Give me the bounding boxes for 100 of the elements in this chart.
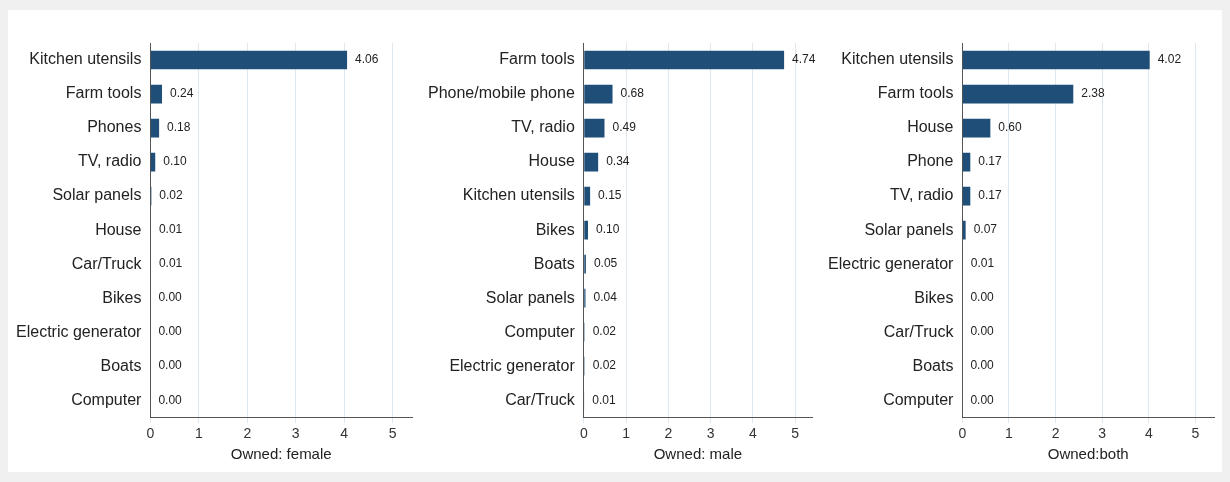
y-tick-label: Solar panels	[864, 220, 954, 238]
y-tick-label: TV, radio	[889, 186, 954, 204]
x-tick-label: 4	[340, 425, 349, 442]
data-label: 0.02	[159, 188, 184, 203]
data-label: 0.17	[978, 154, 1002, 169]
data-label: 0.01	[970, 256, 995, 271]
bar	[584, 220, 589, 240]
x-tick-label: 0	[146, 425, 155, 442]
x-tick-label: 1	[1005, 425, 1014, 442]
y-tick-label: Car/Truck	[883, 322, 955, 340]
bar	[150, 50, 348, 70]
x-tick-label: 0	[958, 425, 967, 442]
bar	[584, 118, 605, 138]
data-label: 0.00	[970, 290, 995, 305]
y-tick-label: Phone	[907, 152, 954, 170]
x-tick-label: 0	[579, 425, 588, 442]
x-tick-label: 3	[706, 425, 715, 442]
y-tick-label: TV, radio	[511, 118, 575, 136]
x-axis-title: Owned:both	[1047, 445, 1129, 463]
x-tick-label: 5	[388, 425, 397, 442]
y-tick-label: Kitchen utensils	[841, 50, 954, 68]
data-label: 0.02	[592, 358, 617, 373]
y-tick-label: Bikes	[102, 288, 142, 306]
data-label: 0.49	[612, 120, 637, 135]
y-tick-label: Electric generator	[828, 254, 955, 272]
x-tick-label: 4	[748, 425, 757, 442]
data-label: 0.00	[970, 324, 995, 339]
data-label: 0.01	[592, 392, 616, 407]
y-tick-label: Kitchen utensils	[462, 186, 575, 204]
data-label: 0.18	[167, 120, 191, 135]
y-tick-label: Solar panels	[52, 186, 142, 204]
data-label: 0.00	[970, 392, 995, 407]
data-label: 0.00	[158, 290, 183, 305]
bar	[584, 84, 613, 104]
x-tick-label: 3	[1098, 425, 1107, 442]
bar	[962, 50, 1150, 70]
y-tick-label: House	[95, 220, 142, 238]
y-tick-label: Computer	[71, 390, 143, 408]
y-tick-label: Farm tools	[877, 84, 954, 102]
y-tick-label: Farm tools	[499, 50, 575, 68]
y-tick-label: Boats	[533, 254, 575, 272]
x-axis-title: Owned: female	[230, 445, 332, 463]
bar	[150, 84, 163, 104]
x-axis-title: Owned: male	[653, 445, 743, 463]
x-tick-label: 5	[1191, 425, 1200, 442]
y-tick-label: Computer	[883, 390, 955, 408]
data-label: 0.60	[998, 120, 1023, 135]
y-tick-label: Car/Truck	[71, 254, 143, 272]
x-tick-label: 2	[243, 425, 252, 442]
bar	[962, 186, 971, 206]
bar	[962, 152, 971, 172]
y-tick-label: Phones	[87, 118, 142, 136]
data-label: 2.38	[1081, 86, 1105, 101]
data-label: 4.06	[355, 52, 379, 67]
x-tick-label: 1	[194, 425, 203, 442]
x-tick-label: 4	[1144, 425, 1153, 442]
data-label: 0.10	[163, 154, 187, 169]
data-label: 0.00	[970, 358, 995, 373]
y-tick-label: Computer	[504, 322, 576, 340]
x-tick-label: 1	[622, 425, 631, 442]
y-tick-label: Electric generator	[449, 356, 576, 374]
y-tick-label: Bikes	[535, 220, 575, 238]
y-tick-label: Electric generator	[16, 322, 143, 340]
data-label: 0.07	[973, 222, 998, 237]
bar	[150, 118, 160, 138]
data-label: 0.00	[158, 392, 183, 407]
bar	[584, 50, 785, 70]
data-label: 0.24	[170, 86, 194, 101]
x-tick-label: 3	[291, 425, 300, 442]
data-label: 0.01	[158, 222, 183, 237]
bar	[962, 220, 966, 240]
y-tick-label: Boats	[100, 356, 142, 374]
y-tick-label: Phone/mobile phone	[428, 84, 575, 102]
y-tick-label: Kitchen utensils	[29, 50, 142, 68]
y-tick-label: Farm tools	[65, 84, 142, 102]
data-label: 0.34	[606, 154, 630, 169]
data-label: 0.05	[593, 256, 618, 271]
y-tick-label: TV, radio	[77, 152, 142, 170]
y-tick-label: Solar panels	[485, 288, 575, 306]
data-label: 0.68	[620, 86, 645, 101]
y-tick-label: House	[528, 152, 575, 170]
y-tick-label: Car/Truck	[505, 390, 576, 408]
data-label: 0.00	[158, 324, 183, 339]
x-tick-label: 2	[664, 425, 673, 442]
data-label: 0.02	[592, 324, 617, 339]
bar	[584, 152, 599, 172]
data-label: 0.04	[593, 290, 618, 305]
y-tick-label: House	[907, 118, 954, 136]
bar	[962, 84, 1074, 104]
data-label: 0.00	[158, 358, 183, 373]
y-tick-label: Bikes	[914, 288, 954, 306]
bar	[584, 186, 591, 206]
x-tick-label: 2	[1051, 425, 1060, 442]
data-label: 4.74	[792, 52, 816, 67]
data-label: 4.02	[1157, 52, 1182, 67]
data-label: 0.17	[978, 188, 1002, 203]
data-label: 0.15	[598, 188, 622, 203]
data-label: 0.01	[158, 256, 183, 271]
data-label: 0.10	[596, 222, 620, 237]
x-tick-label: 5	[791, 425, 800, 442]
